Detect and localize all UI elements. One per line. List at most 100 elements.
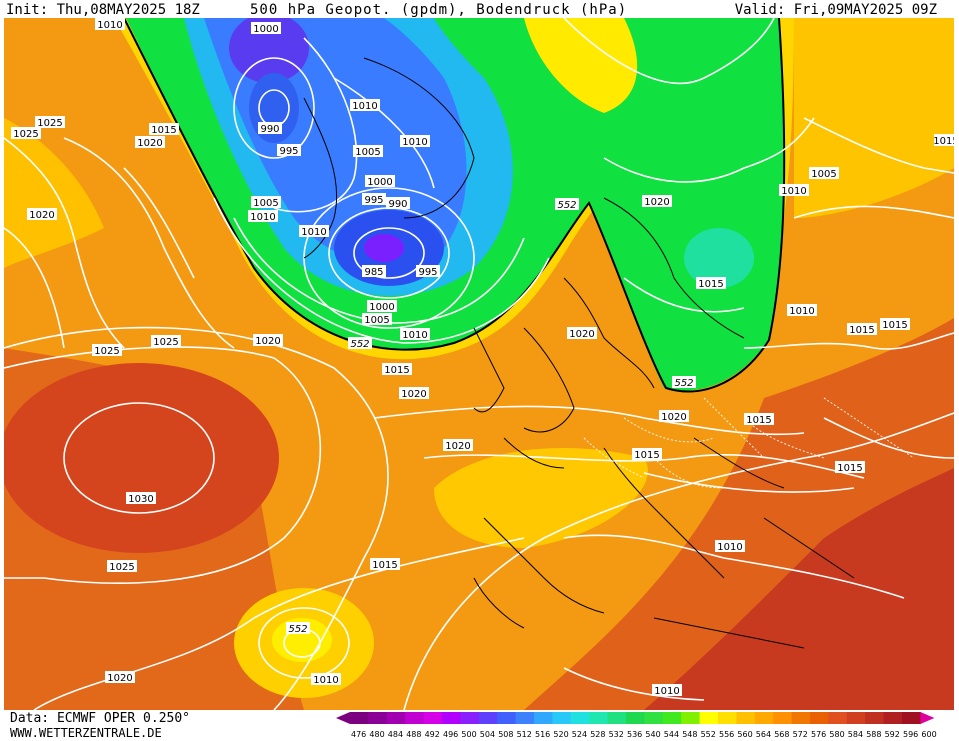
legend-tick-label: 564: [756, 730, 771, 739]
legend-swatch: [810, 712, 829, 724]
legend-tick-label: 484: [388, 730, 403, 739]
baffin-low-purple: [229, 18, 309, 83]
legend-tick-label: 560: [737, 730, 752, 739]
map-footer: Data: ECMWF OPER 0.250° WWW.WETTERZENTRA…: [0, 710, 959, 741]
label-p990b: 990: [388, 199, 407, 210]
label-p995c: 995: [418, 267, 437, 278]
label-p1005c: 1005: [364, 315, 389, 326]
label-p1020f: 1020: [401, 389, 426, 400]
label-p1025d: 1025: [153, 337, 178, 348]
label-p1020e: 1020: [569, 329, 594, 340]
legend-tick-label: 536: [627, 730, 642, 739]
legend-swatch: [644, 712, 664, 724]
label-p1015f: 1015: [384, 365, 409, 376]
label-p1005d: 1005: [811, 169, 836, 180]
iberia-yellow: [434, 448, 648, 548]
legend-tick-label: 504: [480, 730, 495, 739]
label-p1025e: 1025: [109, 562, 134, 573]
pressure-labels: 1000 1010 1025 1025 1015 1020 1020 990 9…: [11, 18, 954, 697]
label-g552c: 552: [674, 378, 693, 389]
legend-swatch: [442, 712, 461, 724]
legend-tick-label: 572: [793, 730, 808, 739]
geopotential-labels: 552 552 552 552: [286, 198, 696, 635]
legend-swatch: [681, 712, 701, 724]
legend-arrow-left: [336, 712, 350, 724]
arctic-yellow-tongue: [524, 18, 638, 113]
legend-tick-label: 600: [921, 730, 936, 739]
label-p1010i: 1010: [313, 675, 338, 686]
label-p1020d: 1020: [644, 197, 669, 208]
legend-swatch: [865, 712, 885, 724]
legend-swatch: [534, 712, 553, 724]
legend-swatch: [718, 712, 737, 724]
legend-tick-label: 576: [811, 730, 826, 739]
label-p1010b: 1010: [250, 212, 275, 223]
legend-tick-label: 552: [701, 730, 716, 739]
label-g552b: 552: [350, 339, 369, 350]
data-source: Data: ECMWF OPER 0.250°: [10, 711, 191, 726]
coastlines: [303, 57, 855, 649]
label-g552a: 552: [557, 200, 576, 211]
legend-swatch: [846, 712, 866, 724]
label-p1015c: 1015: [933, 136, 954, 147]
label-p1015b: 1015: [698, 279, 723, 290]
legend-tick-label: 500: [461, 730, 476, 739]
legend-swatch: [350, 712, 369, 724]
legend-swatches: [336, 712, 935, 724]
legend-arrow-right: [920, 712, 935, 724]
color-legend: 476 480 484 488 492 496 500 504 508 512 516 520 524 5…: [336, 712, 937, 739]
label-p1025c: 1025: [94, 346, 119, 357]
label-p1015a: 1015: [151, 125, 176, 136]
legend-swatch: [791, 712, 811, 724]
legend-swatch: [497, 712, 517, 724]
legend-tick-label: 520: [553, 730, 568, 739]
contour-552: [123, 18, 786, 393]
legend-tick-label: 596: [903, 730, 918, 739]
label-g552d: 552: [288, 624, 307, 635]
legend-swatch: [828, 712, 848, 724]
legend-tick-label: 516: [535, 730, 550, 739]
legend-swatch: [552, 712, 572, 724]
label-p1020i: 1020: [107, 673, 132, 684]
label-p990a: 990: [260, 124, 279, 135]
label-p1015g: 1015: [746, 415, 771, 426]
valid-time: Valid: Fri,09MAY2025 09Z: [734, 2, 937, 18]
label-p1020b: 1020: [29, 210, 54, 221]
legend-swatch: [773, 712, 793, 724]
label-p1010f: 1010: [301, 227, 326, 238]
label-p1015d: 1015: [849, 325, 874, 336]
legend-tick-label: 532: [609, 730, 624, 739]
legend-swatch: [662, 712, 682, 724]
label-p1010d: 1010: [402, 137, 427, 148]
legend-tick-label: 584: [848, 730, 863, 739]
label-p1020a: 1020: [137, 138, 162, 149]
legend-swatch: [626, 712, 645, 724]
legend-tick-label: 488: [406, 730, 421, 739]
legend-tick-label: 512: [517, 730, 532, 739]
legend-swatch: [607, 712, 627, 724]
label-p985: 985: [364, 267, 383, 278]
label-p1015j: 1015: [372, 560, 397, 571]
label-p1010c: 1010: [352, 101, 377, 112]
legend-swatch: [368, 712, 388, 724]
legend-swatch: [478, 712, 498, 724]
label-p1025a: 1025: [37, 118, 62, 129]
legend-tick-label: 548: [682, 730, 697, 739]
label-p1010j: 1010: [654, 686, 679, 697]
label-p1010k: 1010: [789, 306, 814, 317]
legend-tick-label: 508: [498, 730, 513, 739]
legend-tick-label: 492: [425, 730, 440, 739]
label-p1005b: 1005: [355, 147, 380, 158]
label-p1000c: 1000: [369, 302, 394, 313]
legend-tick-label: 580: [829, 730, 844, 739]
legend-swatch: [386, 712, 406, 724]
west-yellow: [4, 118, 104, 268]
label-p1010h: 1010: [717, 542, 742, 553]
legend-swatch: [570, 712, 590, 724]
label-p1020h: 1020: [661, 412, 686, 423]
legend-swatch: [405, 712, 425, 724]
label-p1010e: 1010: [402, 330, 427, 341]
label-p995a: 995: [279, 146, 298, 157]
legend-labels: 476 480 484 488 492 496 500 504 508 512 516 520 524 5…: [351, 730, 937, 739]
legend-swatch: [754, 712, 774, 724]
